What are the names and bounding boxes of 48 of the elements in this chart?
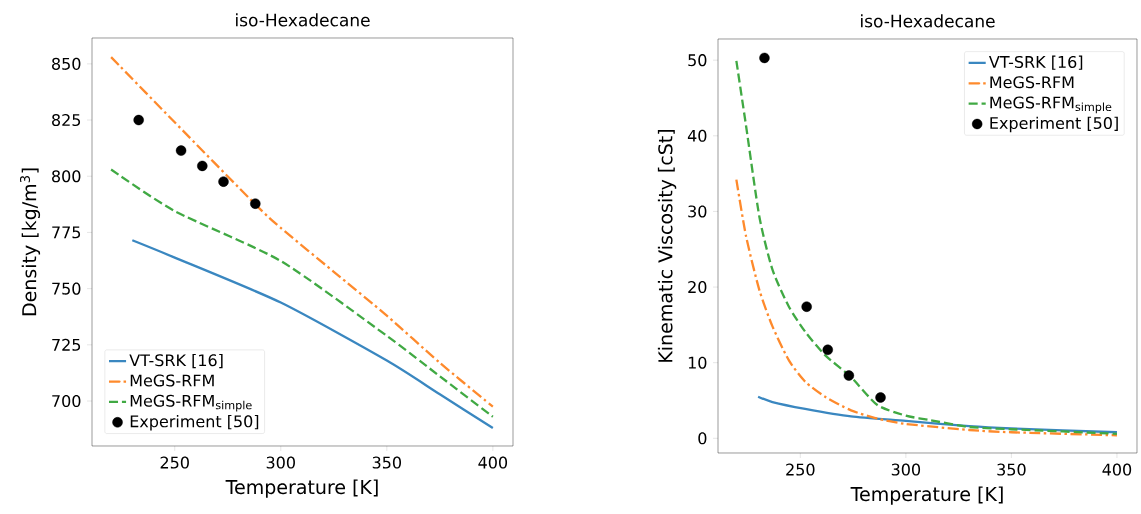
x-tick-label: 300 <box>891 463 921 476</box>
x-tick-label: 350 <box>997 463 1026 476</box>
point <box>759 52 770 64</box>
y-tick-label: 700 <box>52 394 81 408</box>
point <box>801 301 812 312</box>
x-tick-label: 350 <box>372 456 402 469</box>
point <box>133 114 144 126</box>
y-tick-label: 775 <box>52 226 81 239</box>
y-axis-title: Kinematic Viscosity [cSt] <box>657 129 677 362</box>
y-tick-label: 20 <box>688 281 707 294</box>
legend-label: MeGS-RFM <box>130 374 214 387</box>
x-axis-title: Temperature [K] <box>225 479 378 498</box>
y-tick-label: 10 <box>688 356 707 369</box>
x-tick-label: 400 <box>478 456 508 469</box>
y-tick-label: 750 <box>52 282 81 295</box>
y-tick-label: 30 <box>688 205 707 218</box>
y-tick-label: 50 <box>688 54 707 67</box>
point <box>175 145 187 156</box>
y-tick-label: 850 <box>52 57 81 70</box>
point <box>875 392 886 403</box>
point <box>250 198 261 209</box>
y-axis-title: Density [kg/m$^{3}$] <box>19 168 41 316</box>
x-axis-title: Temperature [K] <box>850 486 1003 505</box>
legend-label: Experiment [50] <box>130 414 259 431</box>
y-tick-label: 725 <box>52 338 81 351</box>
x-tick-label: 400 <box>1102 463 1132 476</box>
point <box>197 160 208 172</box>
chart-title: iso-Hexadecane <box>236 13 370 27</box>
legend-label: VT-SRK [16] <box>129 353 223 369</box>
y-tick-label: 800 <box>52 170 81 183</box>
x-tick-label: 300 <box>266 456 295 469</box>
x-tick-label: 250 <box>160 456 189 469</box>
point <box>843 370 855 381</box>
legend-label: MeGS-RFM$_{simple}$ <box>130 394 252 412</box>
y-tick-label: 0 <box>698 432 707 445</box>
line-series <box>735 178 1119 437</box>
legend-label: MeGS-RFM <box>990 76 1074 89</box>
line-series <box>131 239 494 430</box>
legend-label: VT-SRK [16] <box>988 55 1083 70</box>
y-tick-label: 825 <box>52 113 81 127</box>
point <box>822 344 833 356</box>
line-series <box>756 395 1119 434</box>
y-tick-label: 40 <box>687 129 707 142</box>
legend-label: Experiment [50] <box>990 116 1118 133</box>
legend-label: MeGS-RFM$_{simple}$ <box>990 96 1112 114</box>
point <box>218 176 229 187</box>
x-tick-label: 250 <box>786 463 815 476</box>
chart-title: iso-Hexadecane <box>861 14 995 28</box>
